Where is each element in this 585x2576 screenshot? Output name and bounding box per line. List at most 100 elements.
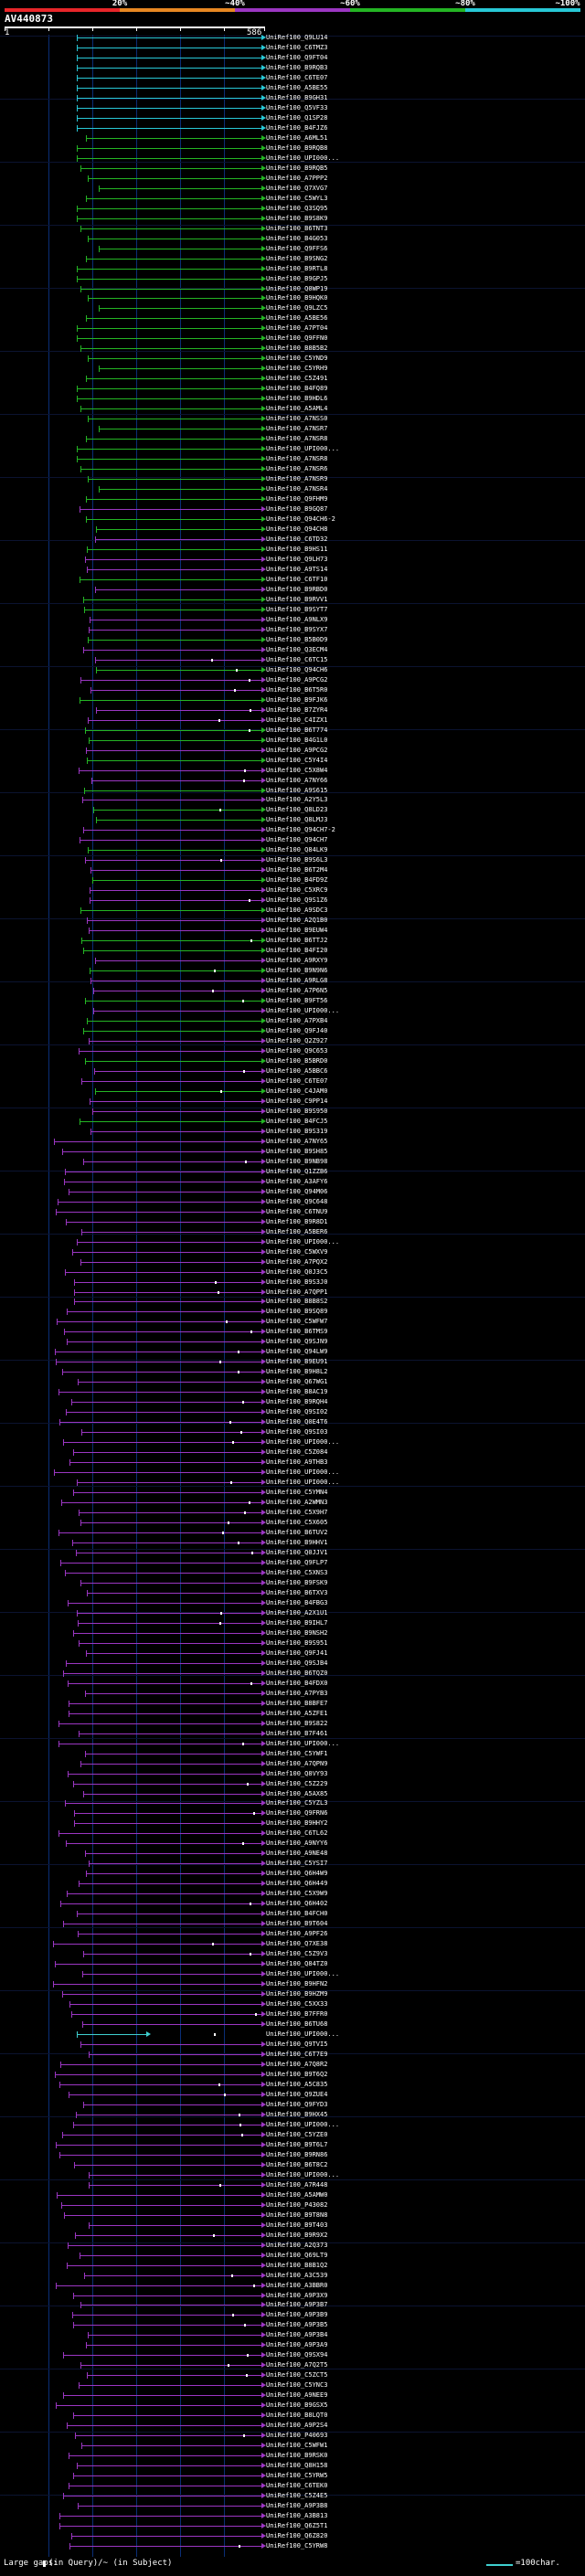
hit-label-link[interactable]: UniRef100_Q94CH6-2 xyxy=(266,515,335,524)
hit-alignment-line[interactable] xyxy=(84,790,261,791)
hit-label-link[interactable]: UniRef100_B4FCH0 xyxy=(266,1910,328,1918)
hit-label-link[interactable]: UniRef100_A7Q8R2 xyxy=(266,2060,328,2068)
hit-label-link[interactable]: UniRef100_B9RQB5 xyxy=(266,164,328,172)
hit-alignment-line[interactable] xyxy=(68,1602,261,1604)
hit-label-link[interactable]: UniRef100_Q94M06 xyxy=(266,1187,328,1195)
hit-alignment-line[interactable] xyxy=(77,1913,261,1915)
hit-label-link[interactable]: UniRef100_Q84LK9 xyxy=(266,846,328,854)
hit-label-link[interactable]: UniRef100_C9PP14 xyxy=(266,1097,328,1105)
hit-alignment-line[interactable] xyxy=(95,588,261,590)
hit-alignment-line[interactable] xyxy=(57,2194,261,2196)
hit-alignment-line[interactable] xyxy=(80,1120,261,1122)
hit-row[interactable]: UniRef100_UPI000... xyxy=(0,445,585,453)
hit-label-link[interactable]: UniRef100_A7PT04 xyxy=(266,324,328,333)
hit-row[interactable]: UniRef100_A7QPP1 xyxy=(0,1288,585,1296)
hit-row[interactable]: UniRef100_Q9FFS6 xyxy=(0,245,585,252)
hit-row[interactable]: UniRef100_A9P3X9 xyxy=(0,2292,585,2299)
hit-label-link[interactable]: UniRef100_C6TE07 xyxy=(266,73,328,81)
hit-row[interactable]: UniRef100_A5BE55 xyxy=(0,84,585,91)
hit-label-link[interactable]: UniRef100_A2X1U1 xyxy=(266,1608,328,1617)
hit-alignment-line[interactable] xyxy=(77,459,261,461)
hit-row[interactable]: UniRef100_B6T774 xyxy=(0,726,585,734)
hit-row[interactable]: UniRef100_B8LQT0 xyxy=(0,2412,585,2420)
hit-alignment-line[interactable] xyxy=(80,679,261,681)
hit-row[interactable]: UniRef100_Q6H402 xyxy=(0,1900,585,1908)
hit-label-link[interactable]: UniRef100_A9NE48 xyxy=(266,1850,328,1858)
hit-alignment-line[interactable] xyxy=(75,2234,261,2236)
hit-alignment-line[interactable] xyxy=(72,2315,261,2316)
hit-row[interactable]: UniRef100_B6TXV3 xyxy=(0,1589,585,1596)
hit-row[interactable]: UniRef100_B4FD9Z xyxy=(0,876,585,885)
hit-alignment-line[interactable] xyxy=(86,1873,261,1875)
hit-row[interactable]: UniRef100_B6TMS9 xyxy=(0,1328,585,1336)
hit-alignment-line[interactable] xyxy=(85,729,261,731)
hit-label-link[interactable]: UniRef100_C6TD32 xyxy=(266,535,328,543)
hit-alignment-line[interactable] xyxy=(69,1712,261,1714)
hit-alignment-line[interactable] xyxy=(83,599,261,600)
hit-label-link[interactable]: UniRef100_C5X8W4 xyxy=(266,766,328,774)
hit-row[interactable]: UniRef100_B8AC19 xyxy=(0,1388,585,1396)
hit-row[interactable]: UniRef100_Q9FJ40 xyxy=(0,1027,585,1035)
hit-row[interactable]: UniRef100_A7NSR6 xyxy=(0,465,585,473)
hit-label-link[interactable]: UniRef100_Q5VF33 xyxy=(266,103,328,111)
hit-alignment-line[interactable] xyxy=(92,1110,261,1112)
hit-alignment-line[interactable] xyxy=(80,167,261,169)
hit-label-link[interactable]: UniRef100_B6T2M4 xyxy=(266,866,328,875)
hit-row[interactable]: UniRef100_B9R8D1 xyxy=(0,1218,585,1225)
hit-row[interactable]: UniRef100_C5X605 xyxy=(0,1519,585,1527)
hit-label-link[interactable]: UniRef100_P40693 xyxy=(266,2432,328,2440)
hit-row[interactable]: UniRef100_A2X1U1 xyxy=(0,1608,585,1617)
hit-alignment-line[interactable] xyxy=(58,1723,261,1724)
hit-label-link[interactable]: UniRef100_B9FJK6 xyxy=(266,695,328,704)
hit-label-link[interactable]: UniRef100_A7QPN9 xyxy=(266,1759,328,1767)
hit-label-link[interactable]: UniRef100_C4JAM0 xyxy=(266,1087,328,1095)
hit-alignment-line[interactable] xyxy=(58,1833,261,1835)
hit-label-link[interactable]: UniRef100_B9SYT7 xyxy=(266,605,328,613)
hit-alignment-line[interactable] xyxy=(56,1211,261,1213)
hit-label-link[interactable]: UniRef100_B9HHY2 xyxy=(266,1819,328,1828)
hit-alignment-line[interactable] xyxy=(99,489,261,491)
hit-row[interactable]: UniRef100_B9RQH4 xyxy=(0,1398,585,1406)
hit-row[interactable]: UniRef100_B4FI20 xyxy=(0,947,585,955)
hit-alignment-line[interactable] xyxy=(77,147,261,149)
hit-row[interactable]: UniRef100_Q9FFN0 xyxy=(0,334,585,343)
hit-row[interactable]: UniRef100_UPI000... xyxy=(0,1479,585,1487)
hit-row[interactable]: UniRef100_C5Z4E5 xyxy=(0,2492,585,2500)
hit-row[interactable]: UniRef100_Q0E4T6 xyxy=(0,1418,585,1426)
hit-row[interactable]: UniRef100_Q9LZC5 xyxy=(0,304,585,313)
hit-alignment-line[interactable] xyxy=(74,1823,261,1825)
hit-row[interactable]: UniRef100_B9GQ87 xyxy=(0,505,585,514)
hit-row[interactable]: UniRef100_A7NSR9 xyxy=(0,475,585,483)
hit-row[interactable]: UniRef100_Q9FT04 xyxy=(0,53,585,61)
hit-row[interactable]: UniRef100_Q9SJN9 xyxy=(0,1338,585,1346)
hit-label-link[interactable]: UniRef100_Q0J3C5 xyxy=(266,1267,328,1276)
hit-alignment-line[interactable] xyxy=(54,1140,261,1142)
hit-alignment-line[interactable] xyxy=(73,1452,261,1454)
hit-label-link[interactable]: UniRef100_C5Z229 xyxy=(266,1779,328,1787)
hit-label-link[interactable]: UniRef100_B9RQH4 xyxy=(266,1398,328,1406)
hit-alignment-line[interactable] xyxy=(77,2465,261,2467)
hit-label-link[interactable]: UniRef100_A7NSR7 xyxy=(266,425,328,433)
hit-row[interactable]: UniRef100_C6TEK0 xyxy=(0,2482,585,2490)
hit-label-link[interactable]: UniRef100_Q94LW9 xyxy=(266,1348,328,1356)
hit-row[interactable]: UniRef100_C5Z491 xyxy=(0,375,585,383)
hit-row[interactable]: UniRef100_A5BE56 xyxy=(0,314,585,323)
hit-label-link[interactable]: UniRef100_Q8LMJ3 xyxy=(266,816,328,824)
hit-row[interactable]: UniRef100_A3BBR0 xyxy=(0,2282,585,2289)
hit-label-link[interactable]: UniRef100_A6ML51 xyxy=(266,133,328,142)
hit-alignment-line[interactable] xyxy=(79,1050,261,1052)
hit-label-link[interactable]: UniRef100_B8B1Q2 xyxy=(266,2261,328,2269)
hit-row[interactable]: UniRef100_A7R448 xyxy=(0,2181,585,2189)
hit-row[interactable]: UniRef100_A7NY66 xyxy=(0,777,585,784)
hit-alignment-line[interactable] xyxy=(95,659,261,661)
hit-row[interactable]: UniRef100_C5YZE0 xyxy=(0,2131,585,2138)
hit-row[interactable]: UniRef100_C5X8W4 xyxy=(0,766,585,774)
hit-label-link[interactable]: UniRef100_B9T403 xyxy=(266,2221,328,2229)
hit-row[interactable]: UniRef100_B9RQB5 xyxy=(0,164,585,172)
hit-alignment-line[interactable] xyxy=(77,1612,261,1614)
hit-label-link[interactable]: UniRef100_B9SNG2 xyxy=(266,254,328,262)
hit-label-link[interactable]: UniRef100_Q8VY93 xyxy=(266,1769,328,1777)
hit-alignment-line[interactable] xyxy=(87,920,261,922)
hit-alignment-line[interactable] xyxy=(60,1562,261,1564)
hit-label-link[interactable]: UniRef100_Q9FT04 xyxy=(266,53,328,61)
